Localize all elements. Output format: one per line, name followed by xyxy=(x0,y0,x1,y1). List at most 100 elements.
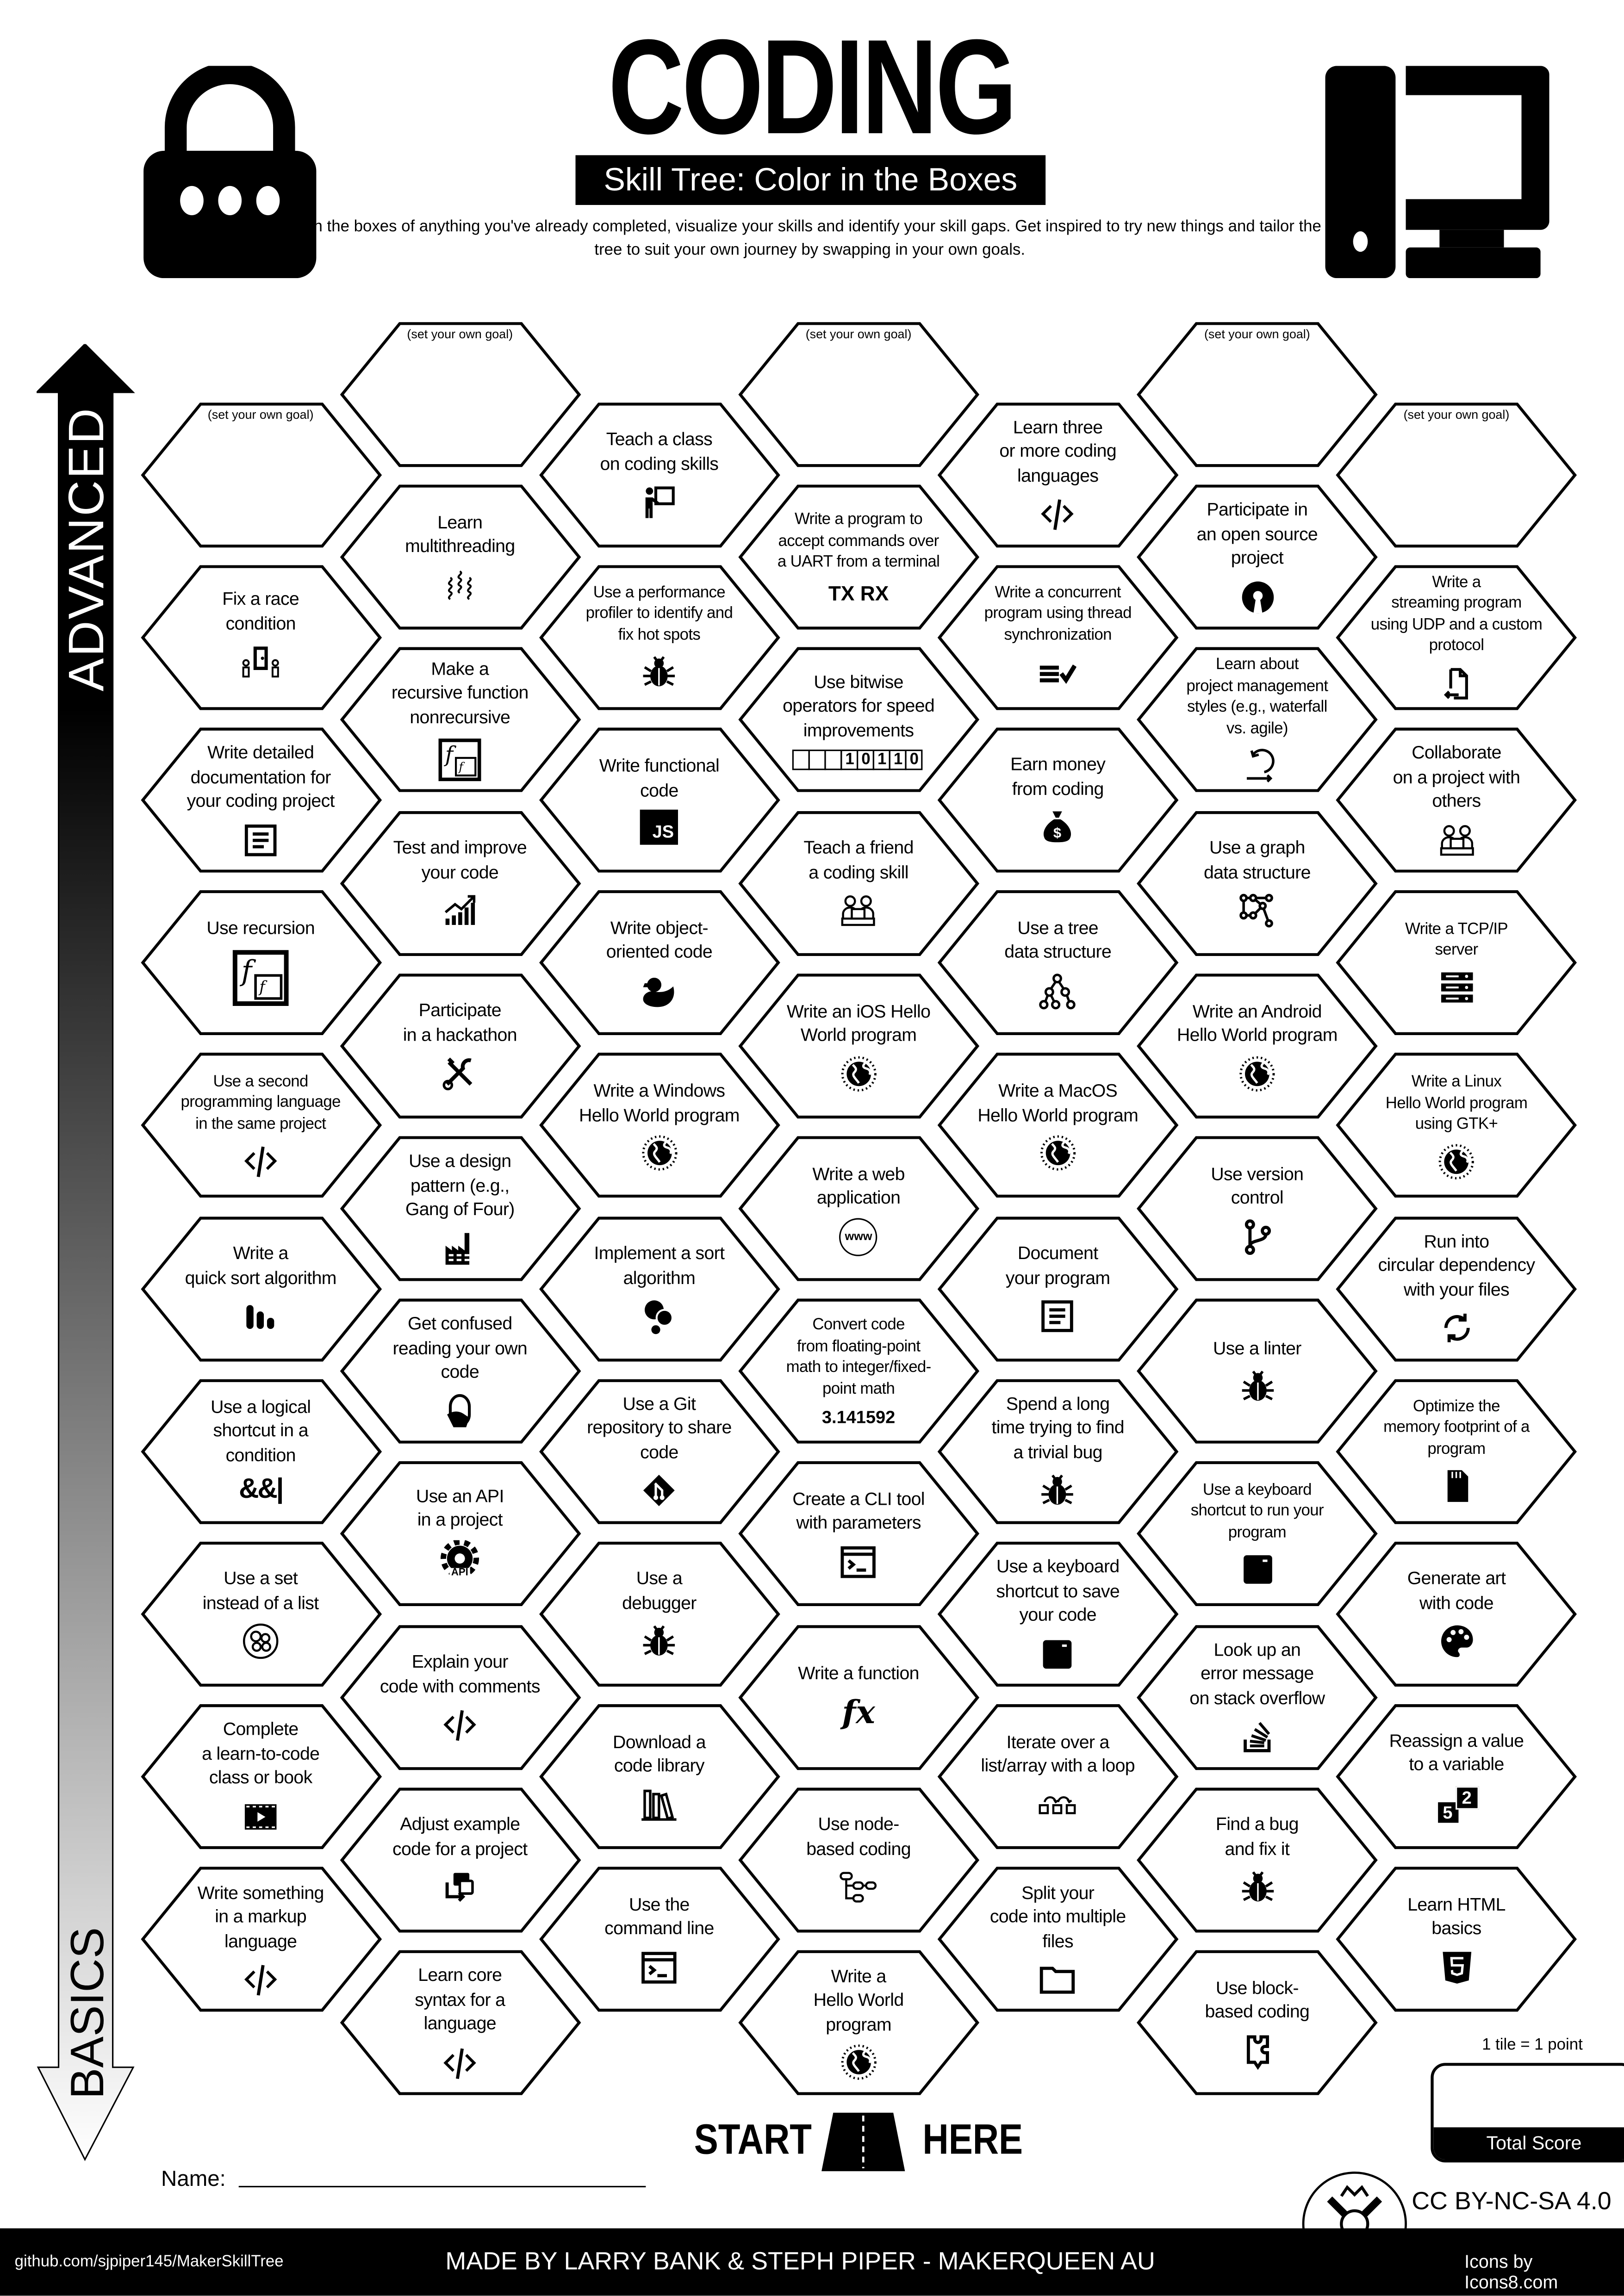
skill-hex[interactable]: Learn HTML basics xyxy=(1336,1867,1577,2012)
skill-hex[interactable]: Use a second programming language in the… xyxy=(140,1053,381,1198)
custom-goal-hex[interactable]: (set your own goal) xyxy=(140,402,381,547)
skill-hex[interactable]: Download a code library xyxy=(538,1704,780,1849)
file-return-icon xyxy=(1443,667,1468,699)
skill-hex[interactable]: Use block- based coding xyxy=(1136,1950,1378,2095)
skill-hex[interactable]: Adjust example code for a project xyxy=(339,1787,581,1932)
skill-hex[interactable]: Complete a learn-to-code class or book xyxy=(140,1704,381,1849)
skill-hex[interactable]: Write a Hello World program xyxy=(738,1950,979,2095)
skill-hex[interactable]: Use a design pattern (e.g., Gang of Four… xyxy=(339,1136,581,1281)
skill-hex[interactable]: Write an iOS Hello World program xyxy=(738,973,979,1118)
bit-cell: 1 xyxy=(841,750,859,770)
skill-hex[interactable]: Write functional code JS xyxy=(538,727,780,873)
skill-hex[interactable]: Write object- oriented code xyxy=(538,890,780,1036)
total-score-box[interactable]: Total Score xyxy=(1431,2063,1624,2163)
skill-hex[interactable]: Write a quick sort algorithm xyxy=(140,1216,381,1361)
skill-hex[interactable]: Split your code into multiple files xyxy=(937,1867,1179,2012)
skill-icon-slot xyxy=(242,821,280,859)
custom-goal-hex[interactable]: (set your own goal) xyxy=(339,322,581,467)
skill-hex[interactable]: Collaborate on a project with others xyxy=(1336,727,1577,873)
skill-hex[interactable]: Write a streaming program using UDP and … xyxy=(1336,565,1577,710)
skill-hex[interactable]: Earn money from coding $ xyxy=(937,727,1179,873)
skill-hex[interactable]: Write detailed documentation for your co… xyxy=(140,727,381,873)
skill-hex[interactable]: Use recursion f f xyxy=(140,890,381,1036)
bit-cell: 1 xyxy=(889,750,907,770)
skill-hex[interactable]: Get confused reading your own code xyxy=(339,1299,581,1444)
skill-hex[interactable]: Reassign a value to a variable 5 2 xyxy=(1336,1704,1577,1849)
skill-hex[interactable]: Use a tree data structure xyxy=(937,890,1179,1036)
skill-hex[interactable]: Write a Linux Hello World program using … xyxy=(1336,1053,1577,1198)
skill-hex[interactable]: Convert code from floating-point math to… xyxy=(738,1299,979,1444)
skill-hex[interactable]: Write a web application www xyxy=(738,1136,979,1281)
skill-hex[interactable]: Teach a friend a coding skill xyxy=(738,810,979,956)
skill-hex[interactable]: Spend a long time trying to find a trivi… xyxy=(937,1378,1179,1524)
custom-goal-hex[interactable]: (set your own goal) xyxy=(738,322,979,467)
github-link[interactable]: github.com/sjpiper145/MakerSkillTree xyxy=(14,2253,284,2271)
skill-hex[interactable]: Use a keyboard shortcut to run your prog… xyxy=(1136,1462,1378,1607)
skill-hex[interactable]: Optimize the memory footprint of a progr… xyxy=(1336,1378,1577,1524)
basics-text: BASICS xyxy=(61,1927,114,2099)
skill-hex[interactable]: Write a Windows Hello World program xyxy=(538,1053,780,1198)
skill-hex[interactable]: Use a performance profiler to identify a… xyxy=(538,565,780,710)
skill-icon-slot: fx xyxy=(842,1694,875,1731)
skill-hex[interactable]: Write a TCP/IP server xyxy=(1336,890,1577,1036)
skill-hex[interactable]: Use node- based coding xyxy=(738,1787,979,1932)
skill-hex[interactable]: Test and improve your code xyxy=(339,810,581,956)
skill-hex[interactable]: Use a linter xyxy=(1136,1299,1378,1444)
skill-hex[interactable]: Iterate over a list/array with a loop xyxy=(937,1704,1179,1849)
skill-hex[interactable]: Participate in a hackathon xyxy=(339,973,581,1118)
icons-credit-link[interactable]: Icons by Icons8.com xyxy=(1464,2252,1558,2293)
skill-hex[interactable]: Write a program to accept commands over … xyxy=(738,484,979,630)
name-input[interactable] xyxy=(238,2186,646,2188)
custom-goal-hex[interactable]: (set your own goal) xyxy=(1136,322,1378,467)
hex-outline xyxy=(539,1053,780,1198)
skill-label: Participate in a hackathon xyxy=(403,1000,517,1045)
skill-hex[interactable]: Write an Android Hello World program xyxy=(1136,973,1378,1118)
hex-outline xyxy=(738,322,979,467)
custom-goal-hex[interactable]: (set your own goal) xyxy=(1336,402,1577,547)
page-subtitle: Skill Tree: Color in the Boxes xyxy=(575,155,1046,205)
skill-hex[interactable]: Participate in an open source project xyxy=(1136,484,1378,630)
graph-icon xyxy=(1238,894,1273,928)
skill-label: Write a Linux Hello World program using … xyxy=(1385,1073,1528,1134)
skill-hex[interactable]: Use a keyboard shortcut to save your cod… xyxy=(937,1541,1179,1687)
skill-hex[interactable]: Learn core syntax for a language xyxy=(339,1950,581,2095)
skill-hex[interactable]: Teach a class on coding skills xyxy=(538,402,780,547)
advanced-text: ADVANCED xyxy=(59,406,115,692)
skill-hex[interactable]: Learn multithreading xyxy=(339,484,581,630)
skill-hex[interactable]: Learn about project management styles (e… xyxy=(1136,647,1378,793)
skill-hex[interactable]: Create a CLI tool with parameters xyxy=(738,1462,979,1607)
skill-hex[interactable]: Write something in a markup language xyxy=(140,1867,381,2012)
skill-hex[interactable]: Make a recursive function nonrecursive f f xyxy=(339,647,581,793)
skill-hex[interactable]: Use bitwise operators for speed improvem… xyxy=(738,647,979,793)
bug-icon xyxy=(643,657,675,687)
skill-hex[interactable]: Explain your code with comments xyxy=(339,1624,581,1770)
skill-icon-slot xyxy=(640,1297,678,1335)
skill-hex[interactable]: Generate art with code xyxy=(1336,1541,1577,1687)
skill-hex[interactable]: Learn three or more coding languages xyxy=(937,402,1179,547)
skill-hex[interactable]: Use a Git repository to share code xyxy=(538,1378,780,1524)
skill-hex[interactable]: Use a logical shortcut in a condition &&| xyxy=(140,1378,381,1524)
skill-hex[interactable]: Write a function fx xyxy=(738,1624,979,1770)
skill-hex[interactable]: Use an API in a project API xyxy=(339,1462,581,1607)
skill-hex[interactable]: Use the command line xyxy=(538,1867,780,2012)
bit-cell: 0 xyxy=(905,750,923,770)
skill-hex[interactable]: Look up an error message on stack overfl… xyxy=(1136,1624,1378,1770)
skill-label: Get confused reading your own code xyxy=(392,1314,528,1383)
skill-hex[interactable]: Use version control xyxy=(1136,1136,1378,1281)
skill-hex[interactable]: Implement a sort algorithm xyxy=(538,1216,780,1361)
skill-icon-slot xyxy=(1437,1468,1475,1506)
here-label: HERE xyxy=(922,2117,1023,2164)
skill-hex[interactable]: Write a MacOS Hello World program xyxy=(937,1053,1179,1198)
skill-hex[interactable]: Find a bug and fix it xyxy=(1136,1787,1378,1932)
skill-hex[interactable]: Write a concurrent program using thread … xyxy=(937,565,1179,710)
skill-hex[interactable]: Run into circular dependency with your f… xyxy=(1336,1216,1577,1361)
svg-text:f: f xyxy=(444,742,457,767)
skill-hex[interactable]: Use a set instead of a list xyxy=(140,1541,381,1687)
skill-hex[interactable]: Fix a race condition xyxy=(140,565,381,710)
code-icon xyxy=(443,2048,477,2079)
skill-hex[interactable]: Document your program xyxy=(937,1216,1179,1361)
hex-outline xyxy=(1336,1541,1577,1687)
skill-hex[interactable]: Use a graph data structure xyxy=(1136,810,1378,956)
hex-outline xyxy=(539,727,780,873)
skill-hex[interactable]: Use a debugger xyxy=(538,1541,780,1687)
